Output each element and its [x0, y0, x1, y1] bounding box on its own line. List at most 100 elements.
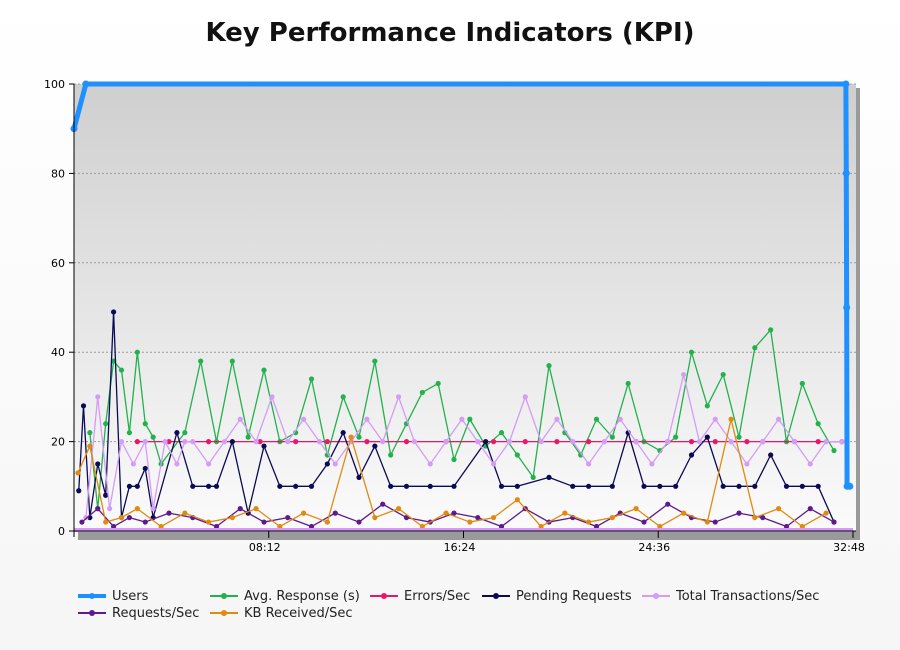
data-point: [657, 483, 663, 489]
data-point: [514, 497, 520, 503]
series-lines: [70, 80, 854, 532]
data-point: [593, 523, 600, 530]
data-point: [744, 461, 750, 467]
data-point: [332, 510, 338, 516]
data-point: [372, 443, 378, 449]
legend-swatch: [78, 609, 106, 618]
legend-swatch: [78, 592, 106, 601]
data-point: [213, 523, 220, 530]
data-point: [768, 452, 774, 458]
data-point: [340, 394, 346, 400]
data-point: [712, 416, 718, 422]
data-point: [126, 430, 133, 436]
data-point: [585, 439, 592, 445]
data-point: [490, 514, 497, 521]
data-point: [498, 523, 505, 530]
data-point: [641, 483, 647, 489]
data-point: [467, 416, 473, 422]
data-point: [142, 439, 148, 445]
legend-item[interactable]: KB Received/Sec: [210, 605, 370, 622]
data-point: [522, 439, 528, 445]
data-point: [807, 506, 813, 512]
data-point: [364, 416, 370, 422]
data-point: [229, 439, 235, 445]
data-point: [134, 506, 140, 512]
data-point: [570, 483, 576, 489]
data-point: [166, 439, 172, 445]
data-point: [293, 439, 299, 445]
data-point: [760, 514, 766, 521]
data-point: [593, 416, 600, 422]
data-point: [198, 358, 204, 364]
data-point: [277, 523, 283, 530]
x-tick-label: 08:12: [249, 541, 281, 554]
data-point: [261, 443, 267, 449]
data-point: [451, 456, 457, 463]
data-point: [372, 358, 378, 364]
legend-item[interactable]: Pending Requests: [482, 588, 642, 605]
data-point: [673, 434, 679, 440]
series-kb-received-sec: [75, 416, 829, 530]
data-point: [506, 439, 513, 445]
data-point: [182, 439, 188, 445]
data-point: [142, 465, 148, 472]
data-point: [103, 492, 109, 498]
y-tick-label: 40: [51, 346, 65, 359]
y-tick-label: 80: [51, 167, 65, 180]
data-point: [799, 380, 805, 387]
data-point: [419, 389, 425, 396]
data-point: [95, 506, 101, 512]
data-point: [546, 474, 552, 480]
data-point: [688, 439, 695, 445]
plot-area: [74, 84, 856, 531]
data-point: [712, 439, 718, 445]
chart-title: Key Performance Indicators (KPI): [205, 18, 695, 48]
series-pending-requests: [76, 309, 837, 525]
data-point: [546, 363, 552, 369]
data-point: [372, 514, 378, 521]
data-point: [285, 439, 291, 445]
data-point: [609, 514, 615, 521]
data-point: [118, 367, 125, 373]
data-point: [419, 523, 425, 530]
legend-item[interactable]: Users: [78, 588, 210, 605]
data-point: [554, 439, 560, 445]
legend-item[interactable]: Total Transactions/Sec: [642, 588, 822, 605]
data-point: [395, 394, 402, 400]
legend-row: Users Avg. Response (s) Errors/Sec Pending …: [78, 588, 878, 605]
data-point: [704, 403, 710, 409]
data-point: [846, 482, 854, 490]
legend-item[interactable]: Errors/Sec: [370, 588, 482, 605]
x-tick-label: 24:36: [638, 541, 670, 554]
legend-item[interactable]: Requests/Sec: [78, 605, 210, 622]
data-point: [585, 483, 592, 489]
data-point: [736, 510, 742, 516]
data-point: [229, 514, 235, 521]
data-point: [712, 519, 718, 525]
data-point: [752, 483, 758, 489]
data-point: [435, 380, 441, 387]
data-point: [538, 439, 544, 445]
data-point: [308, 483, 315, 489]
data-point: [79, 519, 85, 525]
data-point: [142, 519, 148, 525]
data-point: [324, 439, 330, 445]
data-point: [257, 439, 263, 445]
data-point: [300, 510, 307, 516]
legend-item[interactable]: Avg. Response (s): [210, 588, 370, 605]
data-point: [107, 506, 113, 512]
data-point: [791, 439, 798, 445]
data-point: [110, 523, 117, 530]
legend-label: Pending Requests: [516, 589, 632, 604]
data-point: [316, 439, 323, 445]
data-point: [110, 309, 117, 315]
data-point: [103, 421, 109, 427]
x-tick-label: 32:48: [833, 541, 865, 554]
data-point: [134, 439, 140, 445]
data-point: [95, 394, 101, 400]
data-point: [300, 416, 307, 422]
data-point: [253, 506, 259, 512]
data-point: [324, 519, 330, 525]
data-point: [403, 439, 410, 445]
